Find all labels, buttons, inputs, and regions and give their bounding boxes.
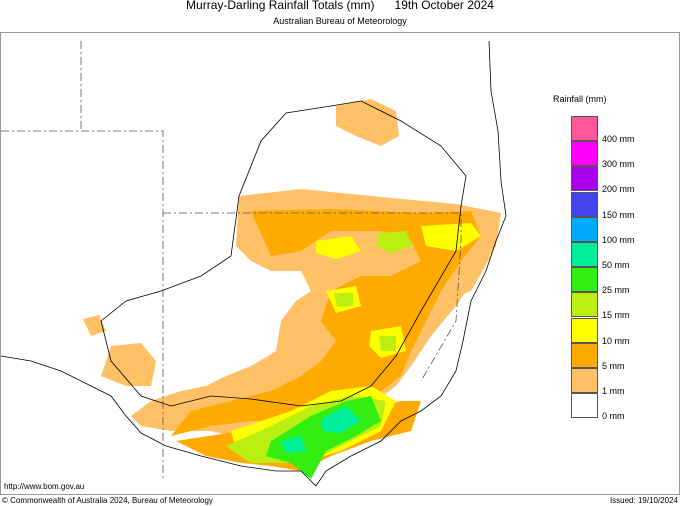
legend-label: 200 mm: [602, 184, 635, 195]
legend-label: 5 mm: [602, 360, 625, 371]
legend-swatch: [571, 317, 598, 343]
legend-swatch: [571, 342, 598, 368]
title-text: Murray-Darling Rainfall Totals (mm): [186, 0, 375, 12]
map-frame: [0, 32, 680, 495]
state-borders: [1, 41, 462, 481]
legend-label: 25 mm: [602, 285, 630, 296]
legend-label: 15 mm: [602, 310, 630, 321]
legend-swatch: [571, 393, 598, 419]
map-title: Murray-Darling Rainfall Totals (mm) 19th …: [0, 0, 680, 12]
legend-label: 100 mm: [602, 234, 635, 245]
rainfall-area-50mm: [281, 406, 361, 453]
legend-swatch: [571, 141, 598, 167]
legend-label: 1 mm: [602, 386, 625, 396]
issued-date: Issued: 19/10/2024: [609, 496, 678, 505]
legend-label: 150 mm: [602, 209, 635, 220]
legend-label: 400 mm: [602, 134, 635, 144]
legend-swatch: [571, 216, 598, 242]
legend-label: 10 mm: [602, 335, 630, 346]
legend-swatch: [571, 292, 598, 318]
legend-label: 300 mm: [602, 159, 635, 170]
coastline: [1, 40, 507, 487]
legend-label: 50 mm: [602, 260, 630, 270]
legend-swatch: [571, 191, 598, 217]
legend-swatch: [571, 267, 598, 293]
legend-swatch: [571, 116, 598, 141]
legend-title: Rainfall (mm): [553, 94, 607, 104]
title-date: 19th October 2024: [394, 0, 494, 12]
agency-subtitle: Australian Bureau of Meteorology: [273, 16, 407, 26]
copyright: © Commonwealth of Australia 2024, Bureau…: [2, 496, 213, 505]
legend-swatch: [571, 368, 598, 393]
website-url[interactable]: http://www.bom.gov.au: [4, 482, 85, 491]
rainfall-map: [1, 40, 507, 487]
rainfall-area-1mm: [83, 99, 501, 446]
legend-label: 0 mm: [602, 411, 625, 422]
legend-swatch: [571, 242, 598, 267]
legend-swatch: [571, 166, 598, 192]
